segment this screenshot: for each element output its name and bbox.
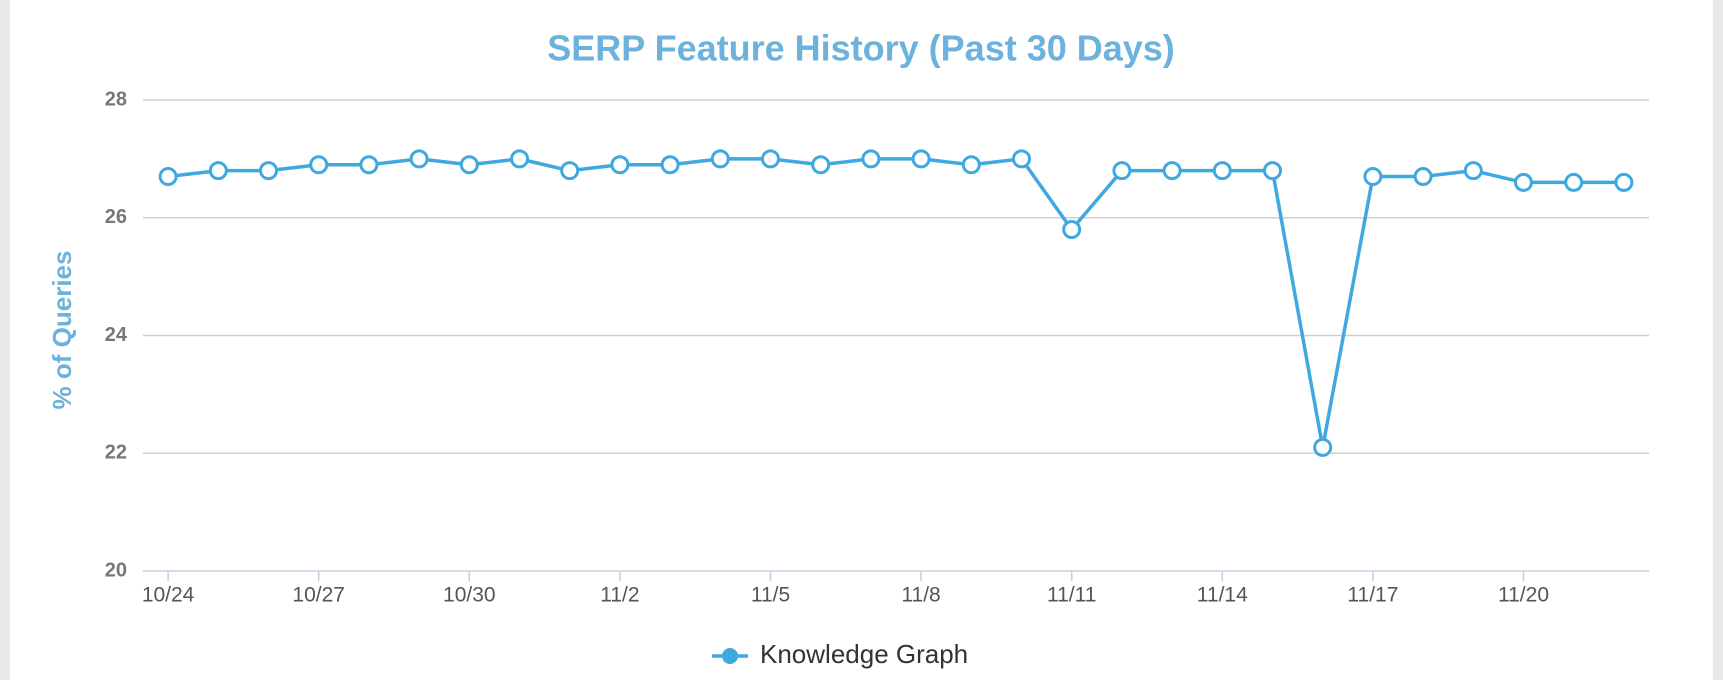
data-point: [359, 155, 379, 175]
data-point: [610, 155, 630, 175]
data-point: [1564, 172, 1584, 192]
chart-title: SERP Feature History (Past 30 Days): [547, 28, 1175, 69]
x-tick-label: 11/17: [1347, 584, 1398, 607]
data-point: [1514, 172, 1533, 192]
y-tick-label: 22: [105, 442, 127, 464]
data-point: [1112, 161, 1132, 181]
data-point: [811, 155, 831, 175]
data-point: [861, 149, 881, 169]
legend-marker: [722, 648, 738, 664]
data-point: [459, 155, 479, 175]
data-point: [1062, 220, 1082, 240]
data-point: [560, 161, 580, 181]
data-point: [510, 149, 529, 169]
data-point: [208, 161, 228, 181]
y-axis-label: % of Queries: [47, 251, 77, 410]
data-point: [1363, 167, 1383, 187]
x-tick-label: 11/8: [901, 584, 940, 607]
x-tick-label: 11/2: [600, 584, 639, 607]
x-tick-label: 11/20: [1498, 584, 1549, 607]
y-tick-label: 28: [105, 88, 127, 110]
data-point: [961, 155, 981, 175]
x-tick-label: 11/11: [1047, 584, 1096, 607]
data-point: [761, 149, 780, 169]
data-point: [409, 149, 429, 169]
data-point: [158, 167, 178, 187]
data-point: [1313, 437, 1333, 457]
chart-background: [10, 0, 1713, 680]
data-point: [259, 161, 278, 181]
data-point: [1263, 161, 1282, 181]
data-point: [1012, 149, 1031, 169]
y-tick-label: 26: [105, 206, 127, 228]
y-tick-label: 20: [105, 559, 127, 581]
data-point: [1463, 161, 1483, 181]
data-point: [309, 155, 329, 175]
data-point: [911, 149, 931, 169]
data-point: [710, 149, 730, 169]
x-tick-label: 10/24: [142, 584, 195, 607]
data-point: [1162, 161, 1182, 181]
x-tick-label: 10/30: [443, 584, 496, 607]
data-point: [660, 155, 680, 175]
data-point: [1413, 167, 1433, 187]
legend-label: Knowledge Graph: [760, 639, 968, 669]
y-tick-label: 24: [105, 324, 128, 346]
x-tick-label: 11/14: [1197, 584, 1248, 607]
x-tick-label: 11/5: [751, 584, 790, 607]
data-point: [1614, 172, 1634, 192]
x-tick-label: 10/27: [292, 584, 345, 607]
data-point: [1212, 161, 1232, 181]
